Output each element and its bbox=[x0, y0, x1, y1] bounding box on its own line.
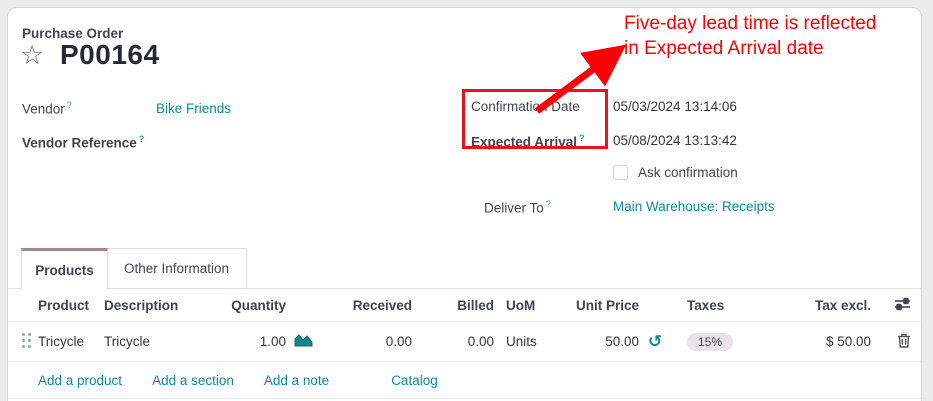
order-lines-table: Product Description Quantity Received Bi… bbox=[8, 289, 921, 362]
vendor-reference-field-row: Vendor Reference? bbox=[22, 132, 144, 152]
cell-received[interactable]: 0.00 bbox=[385, 334, 412, 349]
drag-handle-icon[interactable] bbox=[21, 332, 25, 336]
vendor-value-link[interactable]: Bike Friends bbox=[156, 100, 232, 116]
price-history-undo-icon[interactable]: ↺ bbox=[647, 333, 663, 350]
add-a-note-link[interactable]: Add a note bbox=[263, 372, 330, 388]
deliver-to-help-icon[interactable]: ? bbox=[545, 199, 551, 209]
favorite-star-icon[interactable]: ☆ bbox=[20, 40, 45, 70]
purchase-order-form: Purchase Order ☆ P00164 Vendor? Bike Fri… bbox=[7, 7, 922, 401]
form-type-label: Purchase Order bbox=[22, 26, 124, 41]
confirmation-date-value[interactable]: 05/03/2024 13:14:06 bbox=[613, 99, 737, 114]
table-header-row: Product Description Quantity Received Bi… bbox=[8, 289, 921, 322]
col-header-description[interactable]: Description bbox=[104, 297, 179, 313]
vendor-reference-label: Vendor Reference? bbox=[22, 133, 145, 151]
col-header-tax-excl[interactable]: Tax excl. bbox=[814, 297, 871, 313]
optional-columns-icon[interactable] bbox=[894, 297, 911, 314]
cell-description[interactable]: Tricycle bbox=[104, 334, 150, 349]
vendor-reference-help-icon[interactable]: ? bbox=[138, 133, 145, 144]
deliver-to-label: Deliver To? bbox=[484, 199, 551, 216]
add-a-section-link[interactable]: Add a section bbox=[152, 372, 234, 388]
taxes-badge[interactable]: 15% bbox=[687, 332, 734, 351]
cell-product[interactable]: Tricycle bbox=[38, 334, 84, 349]
annotation-line-1: Five-day lead time is reflected bbox=[624, 13, 877, 34]
vendor-field-row: Vendor? Bike Friends bbox=[22, 98, 231, 118]
ask-confirmation-checkbox[interactable] bbox=[613, 165, 628, 180]
cell-billed[interactable]: 0.00 bbox=[467, 334, 494, 349]
tab-products[interactable]: Products bbox=[21, 248, 108, 290]
annotation-text: Five-day lead time is reflected in Expec… bbox=[624, 11, 921, 61]
line-actions-row: Add a product Add a section Add a note C… bbox=[8, 362, 921, 399]
ask-confirmation-label: Ask confirmation bbox=[638, 165, 738, 180]
col-header-received[interactable]: Received bbox=[352, 297, 412, 313]
catalog-link[interactable]: Catalog bbox=[391, 372, 438, 388]
col-header-unit-price[interactable]: Unit Price bbox=[576, 297, 639, 313]
col-header-taxes[interactable]: Taxes bbox=[687, 297, 725, 313]
ask-confirmation-row: Ask confirmation bbox=[613, 165, 738, 180]
annotation-line-2: in Expected Arrival date bbox=[624, 38, 824, 59]
cell-uom[interactable]: Units bbox=[506, 334, 537, 349]
expected-arrival-label: Expected Arrival? bbox=[471, 133, 585, 150]
vendor-label: Vendor? bbox=[22, 99, 72, 117]
delete-line-trash-icon[interactable] bbox=[897, 333, 911, 351]
col-header-billed[interactable]: Billed bbox=[457, 297, 494, 313]
col-header-quantity[interactable]: Quantity bbox=[231, 297, 286, 313]
add-a-product-link[interactable]: Add a product bbox=[38, 372, 123, 388]
tab-other-information[interactable]: Other Information bbox=[107, 248, 247, 289]
cell-tax-excl: $ 50.00 bbox=[825, 334, 871, 349]
confirmation-date-label: Confirmation Date bbox=[471, 99, 580, 114]
notebook-tabbar: Products Other Information bbox=[8, 248, 921, 290]
cell-quantity[interactable]: 1.00 bbox=[259, 334, 286, 349]
expected-arrival-value[interactable]: 05/08/2024 13:13:42 bbox=[613, 133, 737, 148]
forecast-chart-icon[interactable] bbox=[294, 333, 313, 350]
col-header-product[interactable]: Product bbox=[38, 297, 90, 313]
expected-arrival-help-icon[interactable]: ? bbox=[579, 133, 585, 143]
col-header-uom[interactable]: UoM bbox=[506, 297, 536, 313]
vendor-help-icon[interactable]: ? bbox=[66, 99, 72, 110]
cell-unit-price[interactable]: 50.00 bbox=[605, 334, 639, 349]
po-number: P00164 bbox=[60, 39, 160, 70]
deliver-to-value-link[interactable]: Main Warehouse: Receipts bbox=[613, 199, 775, 214]
order-line-row[interactable]: Tricycle Tricycle 1.00 0.00 0.00 Units 5… bbox=[8, 322, 921, 362]
